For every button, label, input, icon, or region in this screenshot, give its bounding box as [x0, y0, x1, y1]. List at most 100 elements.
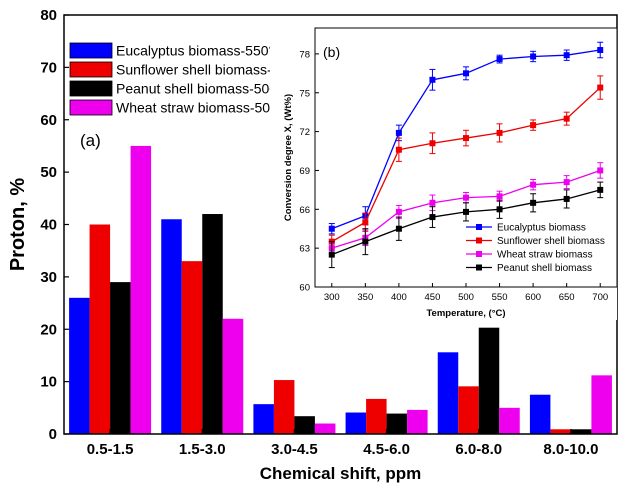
point-series-2 [429, 140, 436, 147]
panel-a-label: (a) [80, 131, 101, 150]
panel-b-legend: Eucalyptus biomass Sunflower shell biomas… [466, 223, 605, 274]
bar-0.5-1.5-series-4 [130, 145, 152, 434]
legend-a-swatch-4 [69, 99, 113, 116]
point-series-1 [328, 225, 335, 232]
legend-b-label-3: Wheat straw biomass [497, 250, 593, 261]
panel-a-y-tick-label: 70 [40, 59, 57, 76]
panel-a-y-tick-label: 10 [40, 374, 57, 391]
point-series-3 [429, 199, 436, 206]
bar-0.5-1.5-series-2 [89, 224, 111, 434]
point-series-2 [362, 219, 369, 226]
panel-b-x-tick-label: 700 [592, 292, 608, 303]
panel-b-y-tick-label: 66 [299, 205, 310, 216]
point-series-1 [463, 70, 469, 77]
point-series-4 [463, 208, 469, 215]
panel-b-x-tick-label: 300 [324, 292, 340, 303]
panel-a-y-tick-label: 60 [40, 112, 57, 129]
bar-6.0-8.0-series-3 [478, 327, 500, 434]
legend-b-marker-3 [476, 251, 482, 257]
panel-b-y-tick-label: 60 [299, 283, 310, 294]
panel-b-x-tick-label: 350 [357, 292, 373, 303]
bar-1.5-3.0-series-1 [161, 219, 182, 434]
legend-b-label-1: Eucalyptus biomass [497, 223, 586, 234]
bar-1.5-3.0-series-4 [222, 318, 244, 434]
panel-b-y-tick-label: 69 [299, 166, 310, 177]
panel-b-x-tick-label: 500 [458, 292, 474, 303]
point-series-3 [496, 193, 503, 200]
point-series-4 [429, 214, 436, 221]
panel-a-x-tick-label: 8.0-10.0 [543, 441, 598, 458]
legend-b-marker-1 [476, 224, 482, 230]
bar-3.0-4.5-series-3 [294, 416, 315, 434]
inset-background [270, 28, 617, 320]
panel-b-x-tick-label: 600 [525, 292, 541, 303]
point-series-2 [463, 135, 469, 142]
point-series-1 [597, 47, 604, 54]
bar-6.0-8.0-series-4 [499, 407, 520, 434]
bar-1.5-3.0-series-3 [202, 214, 223, 434]
point-series-3 [463, 194, 469, 201]
point-series-4 [597, 186, 604, 193]
panel-a-x-ticks: 0.5-1.5 1.5-3.0 3.0-4.5 4.5-6.0 6.0-8.0 8.0-1… [87, 429, 598, 458]
legend-a-swatch-2 [69, 61, 113, 78]
point-series-1 [530, 53, 537, 60]
bar-8.0-10.0-series-2 [550, 429, 571, 434]
panel-b-series [328, 41, 604, 269]
panel-a-x-axis-label: Chemical shift, ppm [260, 464, 422, 483]
bar-0.5-1.5-series-3 [110, 282, 131, 434]
bar-6.0-8.0-series-1 [437, 352, 459, 434]
legend-a-label-4: Wheat straw biomass-500°C [116, 100, 294, 116]
point-series-4 [362, 238, 369, 245]
point-series-4 [563, 195, 570, 202]
bar-3.0-4.5-series-4 [314, 423, 336, 434]
panel-b-x-tick-label: 650 [559, 292, 575, 303]
bar-4.5-6.0-series-1 [345, 412, 367, 434]
legend-b-label-2: Sunflower shell biomass [497, 236, 605, 247]
panel-a-legend: Eucalyptus biomass-550°C Sunflower shell … [69, 42, 311, 116]
bar-4.5-6.0-series-3 [386, 413, 408, 434]
panel-b-label: (b) [323, 44, 340, 60]
panel-b-y-tick-label: 72 [299, 127, 310, 138]
point-series-2 [395, 146, 402, 153]
panel-b-y-tick-label: 78 [299, 49, 310, 60]
panel-a-x-tick-label: 3.0-4.5 [271, 441, 318, 458]
legend-a-swatch-1 [69, 42, 113, 59]
panel-b-y-tick-label: 63 [299, 244, 310, 255]
legend-a-swatch-3 [69, 80, 113, 97]
panel-a-y-ticks: 0 10 20 30 40 50 60 70 80 [40, 7, 69, 443]
panel-b-x-tick-label: 550 [492, 292, 508, 303]
panel-b-y-ticks: 60 63 66 69 72 75 78 [299, 49, 319, 294]
point-series-4 [530, 199, 537, 206]
panel-a-y-axis-label: Proton, % [7, 178, 29, 272]
point-series-1 [395, 129, 402, 136]
point-series-4 [395, 225, 402, 232]
panel-a-x-tick-label: 6.0-8.0 [455, 441, 502, 458]
panel-b-y-axis-label: Conversion degree X, (Wt%) [283, 94, 294, 221]
panel-b-x-tick-label: 400 [391, 292, 407, 303]
point-series-1 [563, 52, 570, 59]
panel-a-y-tick-label: 80 [40, 7, 57, 24]
panel-a-x-tick-label: 1.5-3.0 [179, 441, 226, 458]
panel-a-y-tick-label: 20 [40, 321, 57, 338]
point-series-2 [597, 84, 604, 91]
legend-b-marker-2 [476, 237, 482, 244]
bar-8.0-10.0-series-1 [529, 394, 551, 434]
panel-b-x-axis-label: Temperature, (°C) [426, 308, 505, 319]
bar-1.5-3.0-series-2 [181, 261, 203, 434]
point-series-1 [429, 76, 436, 83]
panel-a-x-tick-label: 4.5-6.0 [363, 441, 410, 458]
point-series-4 [496, 206, 503, 213]
bar-6.0-8.0-series-2 [458, 386, 479, 434]
legend-a-label-1: Eucalyptus biomass-550°C [116, 43, 284, 59]
point-series-3 [530, 181, 537, 188]
panel-b-x-ticks: 300 350 400 450 500 550 600 650 700 [324, 283, 608, 303]
point-series-3 [597, 167, 604, 174]
bar-0.5-1.5-series-1 [69, 297, 90, 434]
panel-a: 0 10 20 30 40 50 60 70 80 0.5-1.5 1.5-3.0 3.0-4.5 4… [7, 7, 618, 483]
panel-a-x-tick-label: 0.5-1.5 [87, 441, 134, 458]
panel-a-bars [69, 145, 612, 434]
point-series-2 [563, 115, 570, 122]
point-series-3 [395, 208, 402, 215]
panel-b-y-tick-label: 75 [299, 88, 310, 99]
